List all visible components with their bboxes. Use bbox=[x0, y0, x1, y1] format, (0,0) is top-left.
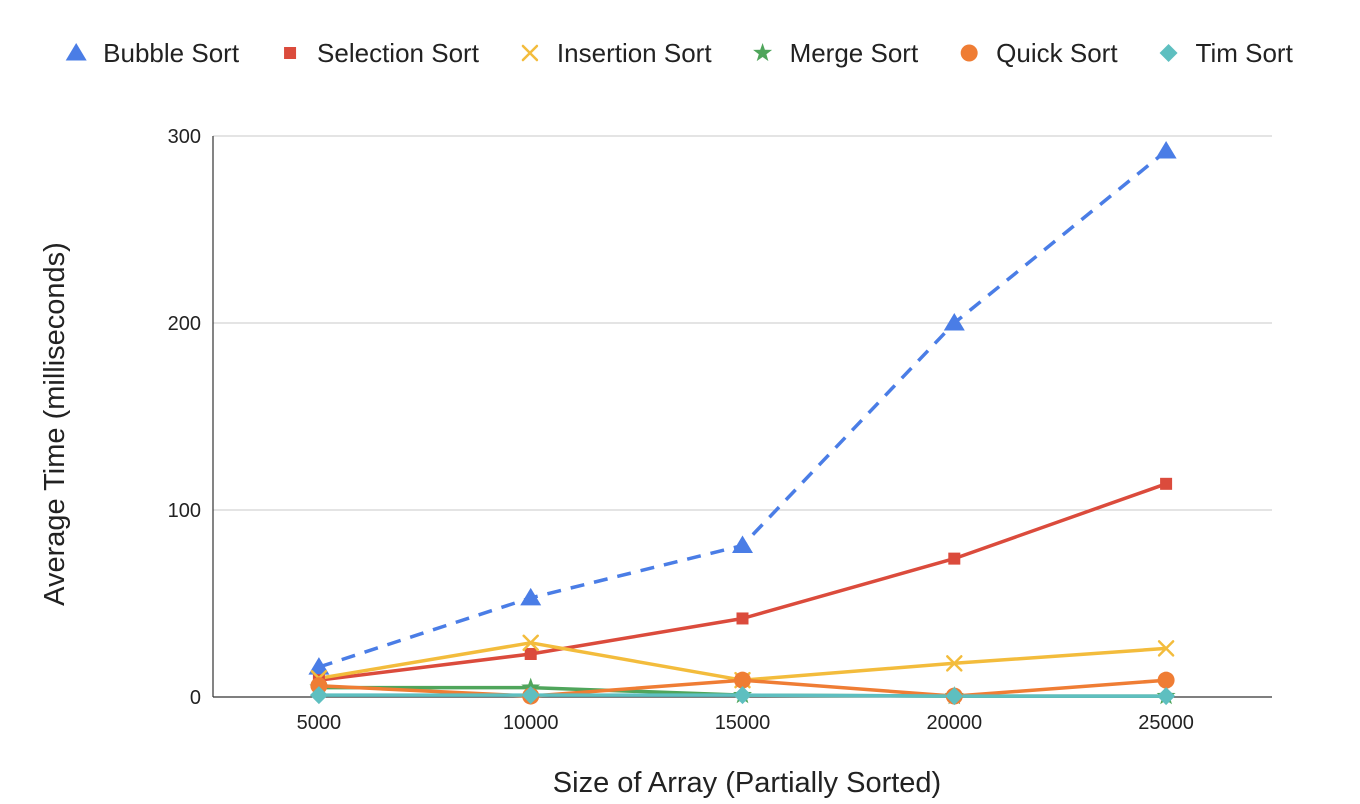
series-line-bubble-sort bbox=[318, 149, 1168, 669]
tick-labels: 0 100 200 300 5000 10000 15000 20000 25000 bbox=[168, 126, 1194, 734]
legend-label: Bubble Sort bbox=[103, 38, 240, 68]
data-point-insertion-sort bbox=[522, 634, 539, 652]
legend-marker-selection-sort bbox=[284, 47, 297, 59]
data-point-insertion-sort bbox=[946, 655, 963, 672]
data-point-quick-sort bbox=[310, 677, 328, 695]
data-point-quick-sort bbox=[1157, 671, 1175, 689]
x-tick-label: 20000 bbox=[926, 712, 982, 734]
data-point-bubble-sort bbox=[1155, 140, 1177, 159]
x-axis-title: Size of Array (Partially Sorted) bbox=[553, 767, 941, 799]
legend-item-merge-sort: Merge Sort bbox=[753, 38, 919, 68]
data-point-selection-sort bbox=[948, 552, 961, 565]
data-point-tim-sort bbox=[1157, 687, 1176, 706]
legend-label: Tim Sort bbox=[1196, 38, 1294, 68]
data-point-selection-sort bbox=[524, 647, 537, 660]
x-tick-label: 10000 bbox=[503, 712, 559, 734]
legend-marker-merge-sort bbox=[753, 43, 773, 62]
x-tick-label: 5000 bbox=[297, 712, 342, 734]
legend-marker-bubble-sort bbox=[65, 43, 87, 61]
data-point-bubble-sort bbox=[943, 313, 965, 331]
gridlines bbox=[213, 135, 1272, 511]
data-point-tim-sort bbox=[521, 686, 540, 705]
y-tick-label: 300 bbox=[168, 126, 201, 148]
x-tick-label: 25000 bbox=[1138, 712, 1194, 734]
data-point-selection-sort bbox=[1160, 477, 1173, 490]
legend-item-selection-sort: Selection Sort bbox=[284, 38, 480, 68]
legend-item-tim-sort: Tim Sort bbox=[1159, 38, 1294, 68]
y-tick-label: 200 bbox=[168, 313, 201, 335]
data-point-bubble-sort bbox=[732, 535, 753, 554]
y-axis-title: Average Time (milliseconds) bbox=[39, 242, 71, 606]
legend-label: Selection Sort bbox=[317, 38, 480, 68]
data-point-tim-sort bbox=[309, 686, 328, 705]
series-markers bbox=[308, 140, 1177, 706]
legend-marker-quick-sort bbox=[960, 44, 978, 62]
data-point-tim-sort bbox=[945, 687, 964, 706]
y-tick-label: 100 bbox=[168, 500, 201, 522]
data-point-insertion-sort bbox=[1157, 640, 1175, 657]
series-line-selection-sort bbox=[318, 482, 1167, 682]
data-point-selection-sort bbox=[736, 612, 749, 625]
legend: Bubble Sort Selection Sort Insertion Sort M… bbox=[65, 38, 1294, 68]
legend-item-insertion-sort: Insertion Sort bbox=[521, 38, 712, 68]
x-tick-label: 15000 bbox=[715, 712, 771, 734]
legend-label: Merge Sort bbox=[790, 38, 919, 68]
legend-label: Quick Sort bbox=[996, 38, 1118, 68]
legend-item-bubble-sort: Bubble Sort bbox=[65, 38, 240, 68]
data-point-tim-sort bbox=[733, 686, 752, 705]
data-point-bubble-sort bbox=[520, 587, 542, 606]
legend-marker-insertion-sort bbox=[521, 44, 539, 62]
legend-item-quick-sort: Quick Sort bbox=[960, 38, 1118, 68]
data-point-bubble-sort bbox=[308, 657, 330, 675]
legend-label: Insertion Sort bbox=[557, 38, 712, 68]
y-tick-label: 0 bbox=[190, 687, 201, 709]
legend-marker-tim-sort bbox=[1159, 44, 1178, 62]
data-point-quick-sort bbox=[734, 671, 751, 689]
